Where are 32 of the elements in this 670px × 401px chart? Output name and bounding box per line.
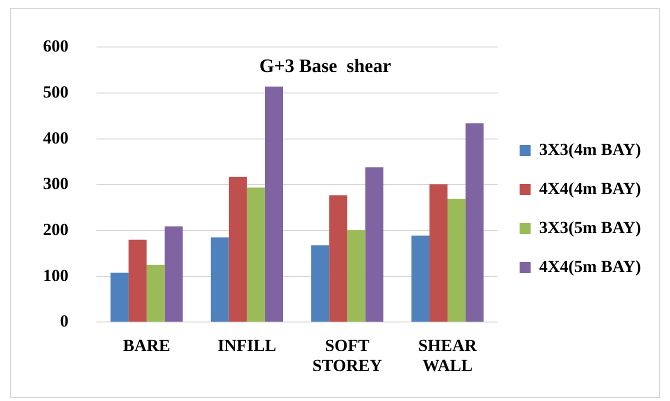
- x-tick-label: INFILL: [218, 336, 276, 355]
- legend-label: 3X3(4m BAY): [539, 140, 641, 159]
- bar: [264, 86, 284, 322]
- bar: [347, 230, 366, 322]
- bar: [164, 226, 183, 322]
- bar: [448, 198, 466, 322]
- x-tick-label: SOFT STOREY: [312, 336, 382, 376]
- legend-label: 4X4(5m BAY): [539, 256, 641, 276]
- y-tick-label: 0: [60, 312, 68, 331]
- bar: [311, 245, 330, 322]
- bar: [246, 187, 265, 322]
- x-tick-label: SHEAR WALL: [418, 336, 478, 376]
- bar: [365, 167, 384, 322]
- bar: [429, 184, 448, 322]
- y-tick-label: 600: [43, 36, 68, 56]
- y-tick-label: 200: [43, 220, 68, 239]
- bar: [466, 123, 484, 322]
- y-tick-label: 300: [43, 174, 68, 194]
- bar: [210, 237, 229, 322]
- legend-label: 3X3(5m BAY): [539, 218, 641, 237]
- text: G+3 Base shear: [259, 56, 392, 78]
- bar: [110, 272, 129, 322]
- y-tick-label: 100: [43, 266, 68, 285]
- bar: [128, 240, 147, 322]
- bar: [411, 236, 430, 322]
- bar: [329, 195, 348, 322]
- x-tick-label: BARE: [123, 336, 170, 355]
- y-tick-label: 500: [43, 82, 68, 102]
- y-tick-label: 400: [43, 128, 68, 148]
- legend-label: 4X4(4m BAY): [539, 178, 641, 198]
- bar: [228, 176, 247, 322]
- bar: [146, 264, 165, 322]
